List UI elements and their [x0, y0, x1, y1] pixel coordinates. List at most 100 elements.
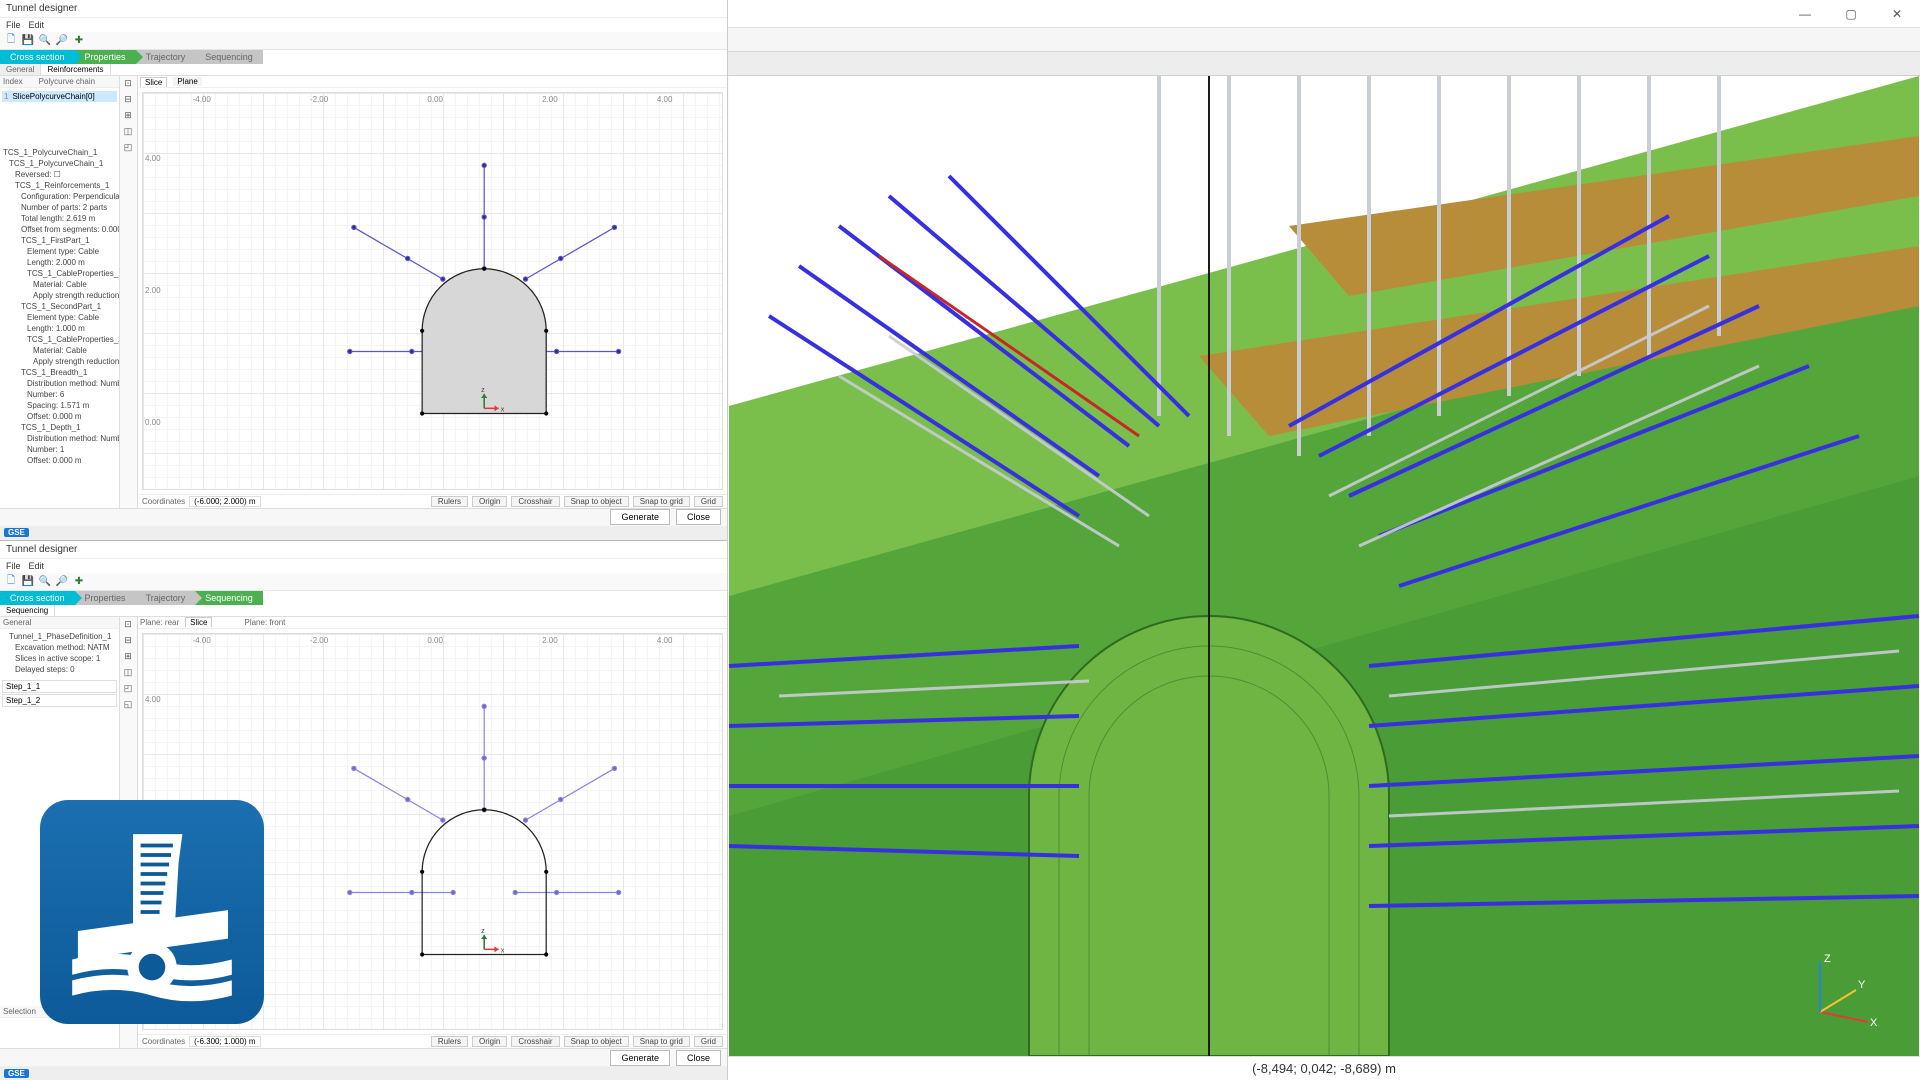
wiz-tab-sequencing[interactable]: Sequencing: [195, 50, 263, 64]
btool-4[interactable]: ◫: [121, 667, 135, 681]
svg-text:z: z: [481, 385, 485, 394]
main-toolbar: [728, 28, 1920, 52]
cursor-coordinates: (-8,494; 0,042; -8,689) m: [1252, 1061, 1396, 1076]
tool-1[interactable]: ⊡: [121, 78, 135, 92]
top-tool-column: ⊡ ⊟ ⊞ ◫ ◰: [120, 76, 138, 508]
zoom-icon-2[interactable]: 🔎: [55, 574, 69, 588]
coord-value: (-6.000; 2.000) m: [189, 496, 260, 507]
gse-badge: GSE: [4, 528, 29, 537]
top-window-title: Tunnel designer: [6, 3, 77, 14]
search-icon[interactable]: 🔍: [38, 34, 52, 48]
bottom-sub-tabs: Sequencing: [0, 605, 727, 617]
selection-label: Selection: [3, 1007, 36, 1016]
bottom-iconbar: 🗋 💾 🔍 🔎 ✚: [0, 573, 727, 591]
btn-crosshair[interactable]: Crosshair: [511, 496, 559, 507]
step-1-1[interactable]: Step_1_1: [2, 680, 117, 693]
btn-crosshair-2[interactable]: Crosshair: [511, 1036, 559, 1047]
menu-file[interactable]: File: [6, 20, 21, 30]
3d-viewport[interactable]: [728, 76, 1920, 1056]
save-icon[interactable]: 💾: [21, 34, 35, 48]
canvas-tab-plane[interactable]: Plane: [173, 77, 201, 86]
save-icon-2[interactable]: 💾: [21, 574, 35, 588]
wiz-tab-trajectory[interactable]: Trajectory: [136, 50, 196, 64]
bottom-window-titlebar: Tunnel designer: [0, 541, 727, 559]
bottom-canvas-footer: Coordinates (-6.300; 1.000) m Rulers Ori…: [138, 1034, 727, 1048]
canvas-tab-slice[interactable]: Slice: [140, 77, 167, 87]
btn-snap-grid[interactable]: Snap to grid: [633, 496, 690, 507]
top-status-strip: GSE: [0, 526, 727, 540]
viewport-status-bar: (-8,494; 0,042; -8,689) m: [728, 1056, 1920, 1080]
minimize-button[interactable]: —: [1782, 0, 1828, 28]
window-close-button[interactable]: ✕: [1874, 0, 1920, 28]
generate-button-2[interactable]: Generate: [610, 1050, 670, 1066]
sub-tab-sequencing[interactable]: Sequencing: [0, 605, 55, 616]
gse-badge-2: GSE: [4, 1069, 29, 1078]
btn-snap-grid-2[interactable]: Snap to grid: [633, 1036, 690, 1047]
coord-value-2: (-6.300; 1.000) m: [189, 1036, 260, 1047]
btn-grid-2[interactable]: Grid: [694, 1036, 723, 1047]
wiz-tab-sequencing-2[interactable]: Sequencing: [195, 591, 263, 605]
add-icon-2[interactable]: ✚: [72, 574, 86, 588]
close-button-2[interactable]: Close: [676, 1050, 721, 1066]
wiz-tab-properties[interactable]: Properties: [75, 50, 136, 64]
top-window-titlebar: Tunnel designer: [0, 0, 727, 18]
plaxis-logo: [40, 800, 264, 1024]
search-icon-2[interactable]: 🔍: [38, 574, 52, 588]
btn-snap-object[interactable]: Snap to object: [564, 496, 629, 507]
step-1-2[interactable]: Step_1_2: [2, 694, 117, 707]
new-icon-2[interactable]: 🗋: [4, 574, 18, 588]
close-button[interactable]: Close: [676, 509, 721, 525]
btn-snap-object-2[interactable]: Snap to object: [564, 1036, 629, 1047]
btn-rulers[interactable]: Rulers: [431, 496, 468, 507]
top-wizard-tabs: Cross section Properties Trajectory Sequ…: [0, 50, 727, 64]
top-menubar: File Edit: [0, 18, 727, 32]
menu-file-2[interactable]: File: [6, 561, 21, 571]
plane-rear-label: Plane: rear: [140, 618, 179, 627]
maximize-button[interactable]: ▢: [1828, 0, 1874, 28]
add-icon[interactable]: ✚: [72, 34, 86, 48]
top-sub-tabs: General Reinforcements: [0, 64, 727, 76]
bottom-tree: Tunnel_1_PhaseDefinition_1Excavation met…: [0, 629, 119, 677]
wiz-tab-cross-section[interactable]: Cross section: [0, 50, 75, 64]
menu-edit[interactable]: Edit: [29, 20, 45, 30]
btn-origin[interactable]: Origin: [472, 496, 507, 507]
bottom-window-title: Tunnel designer: [6, 544, 77, 555]
tool-2[interactable]: ⊟: [121, 94, 135, 108]
sub-tab-reinforcements[interactable]: Reinforcements: [41, 64, 110, 75]
sub-tab-general[interactable]: General: [0, 64, 41, 75]
col-polycurve: Polycurve chain: [39, 77, 95, 86]
zoom-icon[interactable]: 🔎: [55, 34, 69, 48]
wiz-tab-properties-2[interactable]: Properties: [75, 591, 136, 605]
tool-4[interactable]: ◫: [121, 126, 135, 140]
polycurve-item-0[interactable]: 1SlicePolycurveChain[0]: [2, 91, 117, 102]
btool-6[interactable]: ◱: [121, 699, 135, 713]
svg-text:x: x: [501, 945, 505, 954]
btool-1[interactable]: ⊡: [121, 619, 135, 633]
btool-5[interactable]: ◰: [121, 683, 135, 697]
bottom-status-strip: GSE: [0, 1066, 727, 1080]
top-canvas-footer: Coordinates (-6.000; 2.000) m Rulers Ori…: [138, 494, 727, 508]
wiz-tab-cross-section-2[interactable]: Cross section: [0, 591, 75, 605]
new-icon[interactable]: 🗋: [4, 34, 18, 48]
top-tree: TCS_1_PolycurveChain_1TCS_1_PolycurveCha…: [0, 145, 119, 468]
svg-text:x: x: [501, 404, 505, 413]
generate-button[interactable]: Generate: [610, 509, 670, 525]
tool-5[interactable]: ◰: [121, 142, 135, 156]
btool-2[interactable]: ⊟: [121, 635, 135, 649]
top-cross-section-canvas[interactable]: -4.00-2.000.002.004.00 4.002.000.00: [142, 92, 723, 490]
canvas-tab-slice-2[interactable]: Slice: [185, 617, 212, 627]
hdr-general: General: [3, 618, 31, 627]
bottom-wizard-tabs: Cross section Properties Trajectory Sequ…: [0, 591, 727, 605]
coord-label-2: Coordinates: [142, 1037, 185, 1046]
top-window-footer: Generate Close: [0, 508, 727, 526]
btn-rulers-2[interactable]: Rulers: [431, 1036, 468, 1047]
main-ribbon: [728, 52, 1920, 76]
btool-3[interactable]: ⊞: [121, 651, 135, 665]
btn-origin-2[interactable]: Origin: [472, 1036, 507, 1047]
btn-grid[interactable]: Grid: [694, 496, 723, 507]
menu-edit-2[interactable]: Edit: [29, 561, 45, 571]
wiz-tab-trajectory-2[interactable]: Trajectory: [136, 591, 196, 605]
svg-text:z: z: [481, 925, 485, 934]
tool-3[interactable]: ⊞: [121, 110, 135, 124]
top-iconbar: 🗋 💾 🔍 🔎 ✚: [0, 32, 727, 50]
